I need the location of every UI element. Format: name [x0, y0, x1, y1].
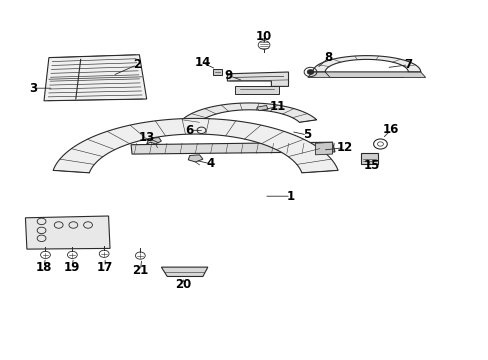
Text: 7: 7	[404, 58, 411, 71]
Polygon shape	[182, 103, 316, 122]
Polygon shape	[212, 69, 222, 75]
Text: 21: 21	[132, 264, 148, 277]
Polygon shape	[146, 138, 161, 144]
Circle shape	[306, 69, 313, 75]
Polygon shape	[161, 267, 207, 276]
Text: 9: 9	[224, 69, 232, 82]
Text: 4: 4	[206, 157, 214, 170]
FancyBboxPatch shape	[360, 153, 377, 164]
Polygon shape	[131, 142, 334, 154]
Polygon shape	[307, 72, 407, 77]
Text: 19: 19	[64, 261, 81, 274]
Text: 20: 20	[175, 278, 191, 291]
Text: 12: 12	[336, 141, 352, 154]
Polygon shape	[53, 118, 337, 173]
Polygon shape	[234, 86, 278, 94]
Polygon shape	[256, 105, 267, 111]
Text: 10: 10	[255, 30, 272, 42]
Polygon shape	[25, 216, 110, 249]
Text: 16: 16	[382, 123, 399, 136]
Polygon shape	[325, 72, 425, 77]
Polygon shape	[188, 155, 203, 162]
Text: 14: 14	[194, 57, 211, 69]
Polygon shape	[227, 72, 288, 86]
Polygon shape	[44, 55, 146, 101]
Polygon shape	[315, 142, 332, 155]
Text: 17: 17	[97, 261, 113, 274]
Text: 13: 13	[138, 131, 155, 144]
Text: 1: 1	[286, 190, 294, 203]
Text: 2: 2	[133, 58, 141, 71]
Text: 15: 15	[363, 159, 379, 172]
Text: 6: 6	[185, 124, 193, 137]
Text: 3: 3	[29, 82, 37, 95]
Text: 18: 18	[36, 261, 52, 274]
Text: 8: 8	[324, 51, 332, 64]
Polygon shape	[312, 56, 420, 72]
Text: 11: 11	[269, 100, 285, 113]
Text: 5: 5	[303, 129, 310, 141]
